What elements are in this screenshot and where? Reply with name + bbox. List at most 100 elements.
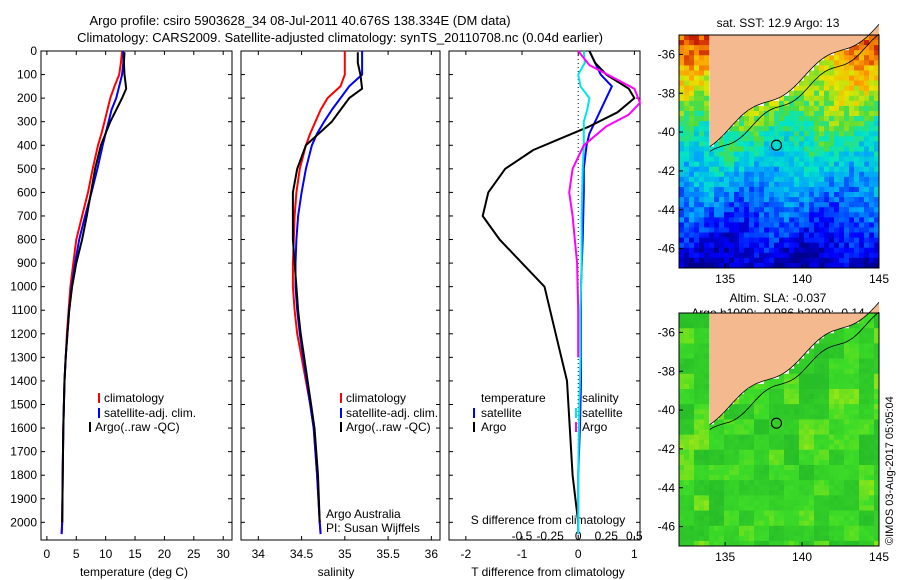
shelf-contour <box>709 33 880 152</box>
map-cell <box>809 131 815 137</box>
map-cell <box>744 470 750 476</box>
map-cell <box>759 131 765 137</box>
map-cell <box>814 454 820 461</box>
map-cell <box>699 186 705 193</box>
map-cell <box>679 50 685 56</box>
map-cell <box>739 454 745 461</box>
map-cell <box>704 495 710 501</box>
map-cell <box>859 535 865 542</box>
map-cell <box>699 343 705 349</box>
map-cell <box>724 490 730 496</box>
map-cell <box>689 338 695 344</box>
map-cell <box>684 313 690 319</box>
map-cell <box>849 500 855 506</box>
map-cell <box>864 151 870 157</box>
map-cell <box>844 449 850 456</box>
map-cell <box>854 227 860 233</box>
map-cell <box>799 110 805 117</box>
map-cell <box>774 464 780 471</box>
map-cell <box>824 60 830 66</box>
map-cell <box>749 399 755 405</box>
map-cell <box>704 480 710 486</box>
map-cell <box>719 252 725 259</box>
map-cell <box>854 485 860 491</box>
map-cell <box>819 368 825 375</box>
map-cell <box>709 454 715 461</box>
map-cell <box>789 470 795 476</box>
map-cell <box>679 141 685 147</box>
map-cell <box>854 126 860 132</box>
map-cell <box>794 171 800 178</box>
map-cell <box>699 525 705 532</box>
map-cell <box>794 136 800 142</box>
map-cell <box>759 535 765 542</box>
map-cell <box>874 247 880 254</box>
map-cell <box>704 530 710 537</box>
map-cell <box>764 419 770 425</box>
map-cell <box>869 399 875 405</box>
map-cell <box>764 247 770 254</box>
map-cell <box>784 252 790 259</box>
map-cell <box>764 459 770 466</box>
map-cell <box>859 222 865 228</box>
map-cell <box>869 100 875 107</box>
map-cell <box>734 495 740 501</box>
map-cell <box>709 439 715 446</box>
map-cell <box>844 207 850 213</box>
map-cell <box>729 490 735 496</box>
map-cell <box>719 424 725 430</box>
map-cell <box>739 156 745 163</box>
map-cell <box>819 222 825 228</box>
map-cell <box>784 459 790 466</box>
map-cell <box>839 419 845 425</box>
map-cell <box>819 414 825 420</box>
map-cell <box>799 515 805 522</box>
map-cell <box>704 181 710 188</box>
map-cell <box>859 192 865 198</box>
map-cell <box>869 252 875 259</box>
map-cell <box>834 80 840 87</box>
map-cell <box>699 166 705 173</box>
map-cell <box>754 202 760 208</box>
map-cell <box>859 237 865 244</box>
map-cell <box>824 424 830 430</box>
map-cell <box>774 444 780 451</box>
map-cell <box>729 146 735 152</box>
map-cell <box>689 363 695 370</box>
map-cell <box>844 348 850 354</box>
map-cell <box>724 434 730 441</box>
legend-climatology: climatology <box>104 391 164 405</box>
map-cell <box>724 530 730 537</box>
map-cell <box>694 247 700 254</box>
map-cell <box>699 434 705 441</box>
map-cell <box>759 530 765 537</box>
map-cell <box>854 202 860 208</box>
map-cell <box>724 197 730 203</box>
map-cell <box>699 520 705 527</box>
map-cell <box>754 399 760 405</box>
map-cell <box>709 464 715 471</box>
map-cell <box>874 373 880 380</box>
map-cell <box>824 470 830 476</box>
map-y-tick-label: -44 <box>658 203 676 217</box>
map-cell <box>864 444 870 451</box>
map-cell <box>774 459 780 466</box>
map-cell <box>849 257 855 264</box>
map-cell <box>804 186 810 193</box>
map-cell <box>679 197 685 203</box>
map-cell <box>839 217 845 223</box>
map-cell <box>874 470 880 476</box>
map-cell <box>754 212 760 218</box>
map-cell <box>679 227 685 233</box>
map-cell <box>689 35 695 41</box>
map-cell <box>689 470 695 476</box>
map-cell <box>784 136 790 142</box>
map-cell <box>824 192 830 198</box>
map-cell <box>734 404 740 410</box>
map-cell <box>734 227 740 233</box>
map-cell <box>869 348 875 354</box>
map-cell <box>874 399 880 405</box>
map-cell <box>749 383 755 390</box>
map-cell <box>734 449 740 456</box>
map-cell <box>694 202 700 208</box>
